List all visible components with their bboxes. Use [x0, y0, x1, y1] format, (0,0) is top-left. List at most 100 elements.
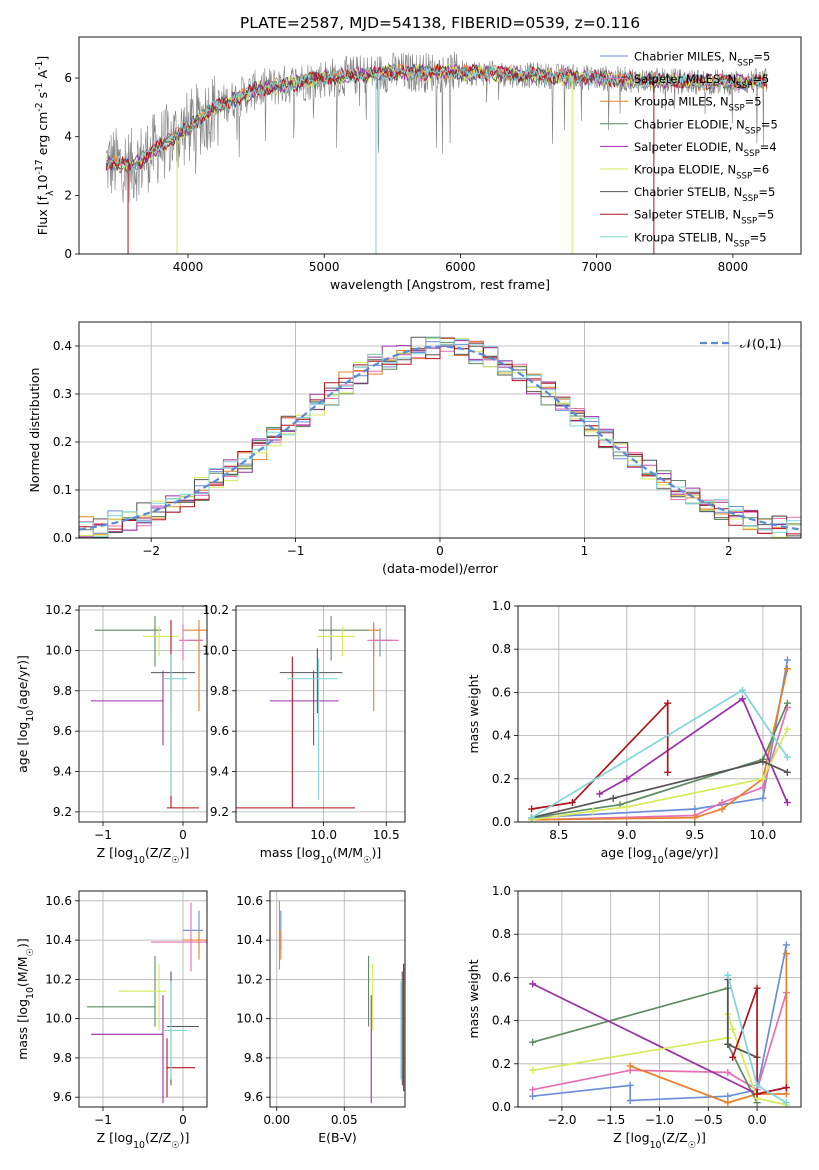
panel-age-vs-mass: 10.0 10.5 9.2 9.4 9.6 9.8 10.0 10.2 mass [log10(…: [202, 603, 406, 866]
weight-marker: [718, 799, 726, 807]
weight-marker: [623, 803, 631, 811]
plot-area: [528, 656, 791, 822]
x-tick-label: 10.0: [750, 828, 777, 842]
y-tick-label: 0.8: [492, 927, 511, 941]
weight-marker: [609, 794, 617, 802]
y-tick-label: 4: [64, 130, 72, 144]
y-tick-label: 10.2: [236, 972, 263, 986]
y-tick-label: 10.0: [202, 643, 229, 657]
x-tick-label: 6000: [445, 260, 476, 274]
weight-marker: [529, 1086, 537, 1094]
legend-label: Salpeter MILES, NSSP=5: [634, 72, 769, 91]
x-tick-label: 1: [581, 544, 589, 558]
x-axis-label: (data-model)/error: [382, 561, 499, 576]
weight-marker: [782, 1099, 790, 1107]
weight-marker: [783, 665, 791, 673]
y-tick-label: 9.2: [210, 805, 229, 819]
legend-label: Salpeter ELODIE, NSSP=4: [634, 140, 777, 159]
y-tick-label: 0.2: [53, 435, 72, 449]
y-axis-label: Flux [fλ10-17 erg cm-2 s-1 A-1]: [34, 56, 56, 235]
residual-histogram: [79, 337, 801, 535]
panel-weight-vs-age: 8.5 9.0 9.5 10.0 0.0 0.2 0.4 0.6 0.8 1.0 age [log1…: [466, 599, 802, 866]
plot-area: [236, 616, 399, 809]
weight-marker: [664, 699, 672, 707]
x-tick-label: 10.5: [373, 828, 400, 842]
weight-marker: [528, 805, 536, 813]
x-tick-label: −1.0: [645, 1113, 674, 1127]
y-axis-label: age [log10(age/yr)]: [15, 655, 36, 773]
legend-label: Chabrier MILES, NSSP=5: [634, 50, 770, 69]
x-axis-label: E(B-V): [318, 1130, 357, 1145]
weight-marker: [782, 1084, 790, 1092]
x-axis-label: mass [log10(M/M☉)]: [260, 845, 382, 866]
y-tick-label: 0.0: [492, 815, 511, 829]
weight-line: [532, 1013, 787, 1106]
y-tick-label: 9.8: [53, 1051, 72, 1065]
weight-marker: [729, 1025, 737, 1033]
x-tick-label: 8000: [718, 260, 749, 274]
y-tick-label: 6: [64, 71, 72, 85]
y-tick-label: 1.0: [492, 599, 511, 613]
y-tick-label: 0.0: [53, 531, 72, 545]
axes-frame: [78, 321, 802, 539]
axes-frame: [269, 890, 406, 1108]
legend-label: Chabrier ELODIE, NSSP=5: [634, 117, 778, 136]
y-tick-label: 0.4: [53, 339, 72, 353]
weight-marker: [528, 814, 536, 822]
x-tick-label: 0: [179, 1113, 187, 1127]
panel-mass-vs-Z: −1 0 9.6 9.8 10.0 10.2 10.4 10.6 Z [log10(Z/Z☉)]…: [15, 890, 208, 1151]
weight-marker: [759, 783, 767, 791]
y-tick-label: 9.6: [53, 1090, 72, 1104]
y-tick-label: 0.2: [492, 772, 511, 786]
x-tick-label: 8.5: [549, 828, 568, 842]
y-tick-label: 10.4: [45, 933, 72, 947]
weight-marker: [783, 656, 791, 664]
x-axis-label: Z [log10(Z/Z☉)]: [97, 1130, 190, 1151]
x-tick-label: −1: [287, 544, 305, 558]
weight-marker: [691, 805, 699, 813]
weight-marker: [724, 1092, 732, 1100]
y-tick-label: 0.4: [492, 1014, 511, 1028]
legend-label: 𝒩(0,1): [740, 336, 782, 351]
y-tick-label: 0.1: [53, 483, 72, 497]
weight-marker: [589, 807, 597, 815]
weight-marker: [753, 984, 761, 992]
y-axis-label: mass weight: [466, 674, 481, 753]
y-tick-label: 0: [64, 247, 72, 261]
axes-frame: [517, 890, 802, 1108]
y-tick-label: 9.6: [244, 1090, 263, 1104]
weight-line: [531, 760, 788, 819]
plot-area: [105, 51, 768, 254]
model-spectrum-line: [105, 65, 768, 174]
y-tick-label: 10.0: [45, 643, 72, 657]
x-tick-label: −2: [142, 544, 160, 558]
y-tick-label: 0.6: [492, 970, 511, 984]
y-tick-label: 10.6: [236, 894, 263, 908]
y-axis-label: mass [log10(M/M☉)]: [15, 938, 36, 1060]
panel-mass-vs-EBV: 0.00 0.05 9.6 9.8 10.0 10.2 10.4 10.6 E(B-V): [236, 890, 406, 1145]
x-tick-label: 0: [436, 544, 444, 558]
x-tick-label: 0.0: [748, 1113, 767, 1127]
x-tick-label: −2.0: [547, 1113, 576, 1127]
x-tick-label: −1: [94, 1113, 112, 1127]
y-tick-label: 2: [64, 188, 72, 202]
weight-marker: [759, 775, 767, 783]
y-tick-label: 0.0: [492, 1100, 511, 1114]
plot-area: [79, 336, 801, 538]
x-tick-label: −1: [94, 828, 112, 842]
axes-frame: [78, 36, 802, 255]
axes-frame: [517, 605, 802, 823]
observed-spectrum: [105, 51, 767, 203]
weight-marker: [782, 1090, 790, 1098]
x-axis-label: Z [log10(Z/Z☉)]: [97, 845, 190, 866]
x-tick-label: −0.5: [694, 1113, 723, 1127]
y-tick-label: 0.3: [53, 387, 72, 401]
weight-marker: [759, 758, 767, 766]
y-tick-label: 10.4: [236, 933, 263, 947]
weight-marker: [783, 725, 791, 733]
x-tick-label: 10.0: [310, 828, 337, 842]
weight-marker: [724, 1099, 732, 1107]
figure-title: PLATE=2587, MJD=54138, FIBERID=0539, z=0…: [240, 14, 640, 32]
weight-marker: [783, 753, 791, 761]
